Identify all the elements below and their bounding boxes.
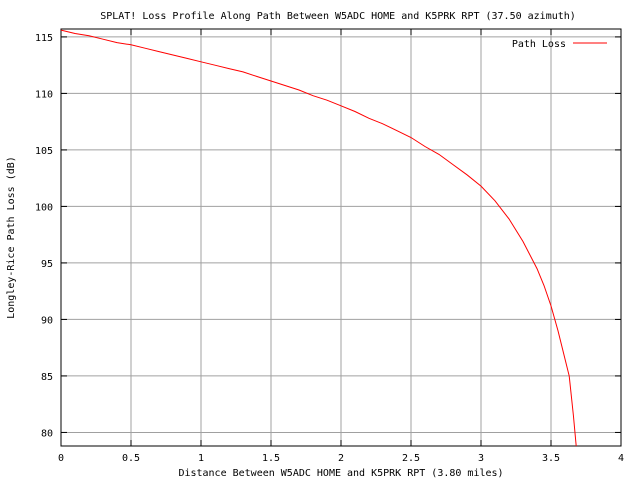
x-tick-label: 1 <box>198 453 204 464</box>
legend-label-path-loss: Path Loss <box>512 39 566 50</box>
x-axis-label: Distance Between W5ADC HOME and K5PRK RP… <box>178 468 503 479</box>
x-tick-label: 2.5 <box>402 453 420 464</box>
y-tick-label: 80 <box>41 428 53 439</box>
x-tick-label: 3 <box>478 453 484 464</box>
grid <box>61 29 621 446</box>
y-tick-label: 105 <box>35 146 53 157</box>
series-layer <box>60 29 577 447</box>
y-tick-label: 90 <box>41 315 53 326</box>
series-path-loss-line <box>60 29 577 447</box>
legend: Path Loss <box>512 39 607 50</box>
x-tick-label: 0 <box>58 453 64 464</box>
y-axis-label: Longley-Rice Path Loss (dB) <box>6 156 17 319</box>
x-tick-label: 1.5 <box>262 453 280 464</box>
x-tick-label: 3.5 <box>542 453 560 464</box>
y-tick-label: 100 <box>35 202 53 213</box>
x-axis: 0 0.5 1 1.5 2 2.5 3 3.5 4 <box>58 29 624 464</box>
x-tick-label: 2 <box>338 453 344 464</box>
y-tick-label: 115 <box>35 33 53 44</box>
y-axis: 80 85 90 95 100 105 110 115 <box>35 33 621 439</box>
chart-title: SPLAT! Loss Profile Along Path Between W… <box>100 11 576 22</box>
y-tick-label: 85 <box>41 372 53 383</box>
x-tick-label: 4 <box>618 453 624 464</box>
x-tick-label: 0.5 <box>122 453 140 464</box>
y-tick-label: 95 <box>41 259 53 270</box>
y-tick-label: 110 <box>35 89 53 100</box>
